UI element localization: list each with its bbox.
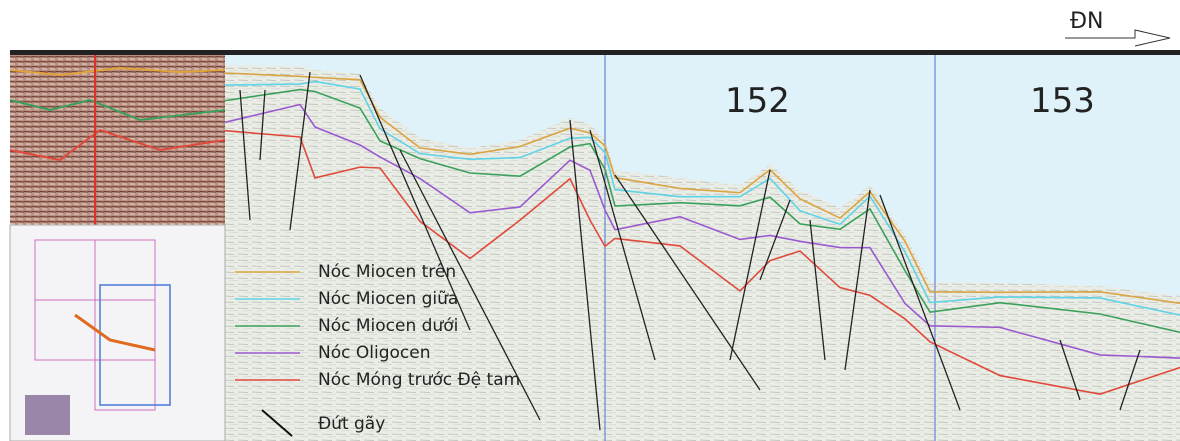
map-feature bbox=[25, 395, 70, 435]
legend-label: Nóc Móng trước Đệ tam bbox=[318, 370, 520, 390]
direction-label: ĐN bbox=[1070, 9, 1104, 34]
figure: ĐN 152 153 Nóc Miocen trên Nóc Miocen giữ… bbox=[0, 0, 1180, 441]
block-label: 153 bbox=[1030, 81, 1095, 121]
legend-label: Nóc Miocen giữa bbox=[318, 289, 458, 309]
legend-label: Nóc Miocen trên bbox=[318, 262, 456, 282]
block-label: 152 bbox=[725, 81, 790, 121]
fault-legend-label: Đứt gãy bbox=[318, 414, 385, 434]
top-border bbox=[10, 50, 1180, 55]
legend-label: Nóc Miocen dưới bbox=[318, 316, 458, 336]
seismic-inset bbox=[10, 55, 225, 225]
legend-label: Nóc Oligocen bbox=[318, 343, 430, 363]
